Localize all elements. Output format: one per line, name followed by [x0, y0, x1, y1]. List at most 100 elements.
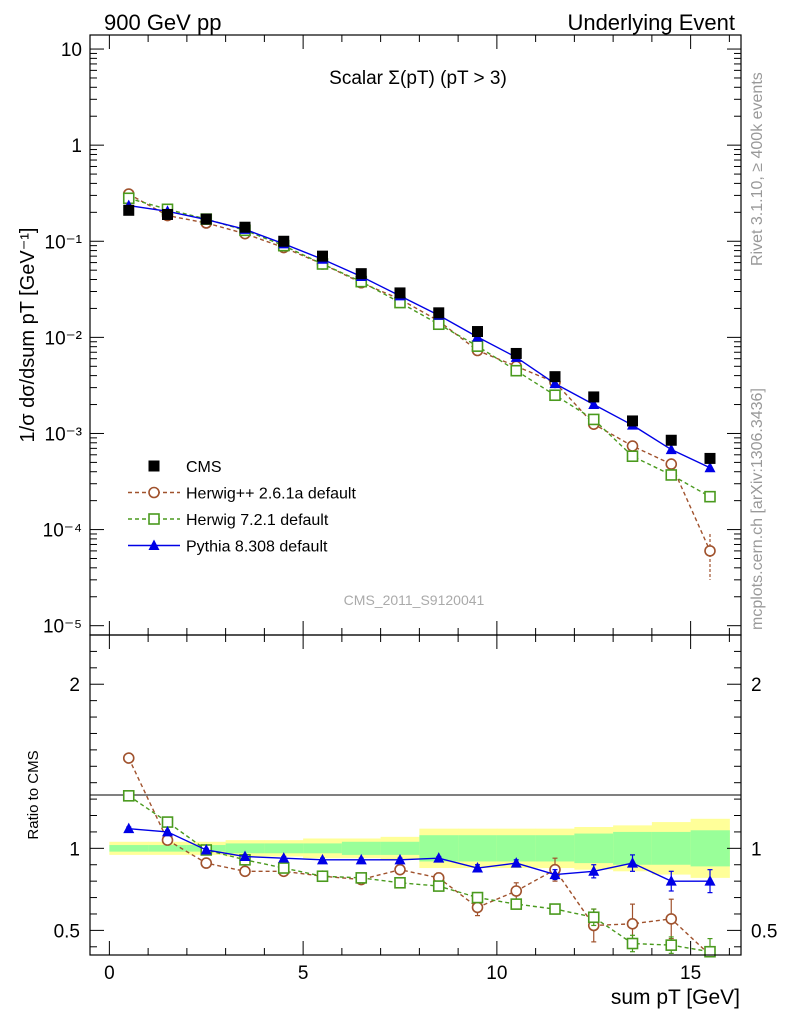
main-y-tick-label: 10⁻³: [45, 424, 83, 445]
main-line-herwig7: [128, 197, 711, 498]
main-point-cms: [200, 213, 212, 225]
ratio-point-herwigpp: [471, 901, 484, 914]
main-point-cms: [665, 434, 677, 446]
ratio-point-herwig7: [394, 876, 406, 889]
main-line-pythia: [128, 204, 711, 469]
ratio-point-herwig7: [626, 937, 639, 950]
ratio-line-herwig7: [128, 795, 711, 953]
ratio-point-pythia: [355, 853, 367, 865]
mcplots-reference-text: mcplots.cern.ch [arXiv:1306.3436]: [749, 388, 766, 630]
main-point-cms: [394, 287, 406, 299]
ratio-point-herwig7: [471, 891, 484, 904]
main-point-cms: [317, 250, 328, 262]
x-tick-label: 5: [298, 963, 309, 984]
main-series-cms: [123, 204, 716, 464]
ratio-y-tick-label: 2: [69, 675, 80, 696]
ratio-band-inner: [574, 833, 614, 864]
plot-title: Scalar Σ(pT) (pT > 3): [329, 68, 507, 89]
ratio-band-inner: [109, 845, 149, 852]
ratio-series-layer: [122, 752, 716, 958]
main-point-cms: [627, 415, 638, 427]
ratio-y-tick-label-right: 1: [751, 839, 762, 860]
ratio-band-inner: [341, 841, 382, 855]
main-y-axis-label: 1/σ dσ/dsum pT [GeV⁻¹]: [17, 228, 39, 443]
legend-marker-pythia: [148, 539, 160, 550]
ratio-point-herwigpp: [122, 752, 135, 764]
ratio-point-herwig7: [277, 862, 290, 874]
main-point-herwig7: [471, 340, 484, 352]
ratio-point-pythia: [278, 852, 290, 863]
main-point-cms: [278, 235, 290, 247]
x-tick-label: 10: [486, 963, 507, 984]
ratio-point-herwigpp: [200, 857, 213, 869]
main-y-tick-label: 10⁻¹: [45, 232, 83, 253]
ratio-band-inner: [148, 845, 188, 852]
main-point-herwig7: [510, 364, 523, 377]
main-point-cms: [239, 221, 251, 233]
ratio-band-inner: [496, 835, 537, 862]
ratio-point-pythia: [123, 822, 135, 834]
ratio-point-herwig7: [587, 911, 600, 924]
x-tick-label: 15: [680, 963, 701, 984]
rivet-version-text: Rivet 3.1.10, ≥ 400k events: [749, 72, 766, 266]
ratio-point-herwigpp: [626, 918, 639, 930]
legend-marker-cms: [148, 460, 160, 472]
ratio-y-tick-label-right: 0.5: [751, 921, 777, 942]
main-point-cms: [549, 371, 561, 383]
ratio-point-pythia: [239, 850, 251, 862]
main-point-cms: [472, 326, 483, 338]
main-point-pythia: [704, 461, 716, 473]
legend: CMS Herwig++ 2.6.1a default Herwig 7.2.1 d…: [128, 459, 356, 556]
ratio-plot-panel: 0.5 0.5 1 1 2 2 0 5 10 15 Ratio to CMS sum pT [Ge…: [25, 634, 777, 1009]
main-point-pythia: [665, 443, 677, 455]
x-axis-label: sum pT [GeV]: [611, 986, 740, 1009]
main-point-herwig7: [665, 469, 678, 481]
ratio-point-pythia: [433, 852, 445, 863]
main-point-herwigpp: [665, 458, 678, 470]
main-y-tick-label: 10⁻⁵: [43, 617, 82, 638]
legend-marker-herwigpp: [148, 486, 160, 499]
header-left: 900 GeV pp: [104, 10, 221, 35]
main-point-cms: [355, 268, 367, 280]
ratio-band-inner: [535, 835, 575, 862]
ratio-band-inner: [690, 830, 730, 867]
main-y-tick-label: 1: [71, 136, 82, 157]
ratio-band-inner: [651, 831, 692, 865]
main-point-herwig7: [704, 490, 716, 503]
main-series-pythia: [123, 199, 716, 473]
main-y-tick-label: 10⁻⁴: [43, 521, 82, 542]
legend-label-cms: CMS: [186, 459, 222, 476]
main-y-tick-label: 10: [61, 40, 82, 61]
legend-label-herwig7: Herwig 7.2.1 default: [186, 512, 329, 529]
legend-marker-herwig7: [148, 513, 160, 525]
ratio-band-inner: [303, 843, 343, 854]
ratio-point-pythia: [472, 862, 483, 873]
x-tick-label: 0: [104, 963, 115, 984]
ratio-point-herwig7: [665, 939, 678, 951]
ratio-series-pythia: [123, 822, 716, 894]
legend-label-herwigpp: Herwig++ 2.6.1a default: [186, 486, 356, 503]
ratio-axis-ticks: 0.5 0.5 1 1 2 2 0 5 10 15: [54, 635, 777, 984]
ratio-band-inner: [458, 835, 498, 862]
ratio-plot-frame: [89, 634, 742, 956]
ratio-point-herwigpp: [239, 865, 251, 878]
main-axis-ticks: 10 1 10⁻¹ 10⁻² 10⁻³ 10⁻⁴ 10⁻⁵: [43, 35, 741, 638]
ratio-point-herwigpp: [510, 885, 523, 897]
ratio-point-pythia: [665, 875, 677, 886]
ratio-point-herwig7: [549, 903, 561, 915]
main-point-herwig7: [626, 450, 639, 463]
ratio-point-herwigpp: [665, 913, 678, 925]
ratio-point-pythia: [200, 843, 212, 855]
ratio-point-herwig7: [704, 945, 716, 958]
ratio-band-inner: [264, 843, 304, 854]
ratio-point-herwig7: [316, 870, 329, 883]
ratio-point-herwig7: [161, 816, 174, 828]
ratio-point-pythia: [627, 857, 638, 868]
ratio-point-pythia: [588, 865, 600, 876]
ratio-band-inner: [380, 841, 420, 855]
main-series-herwig7: [122, 192, 716, 503]
ratio-y-tick-label: 0.5: [54, 921, 80, 942]
main-point-herwigpp: [704, 545, 716, 557]
ratio-point-herwig7: [432, 880, 445, 892]
